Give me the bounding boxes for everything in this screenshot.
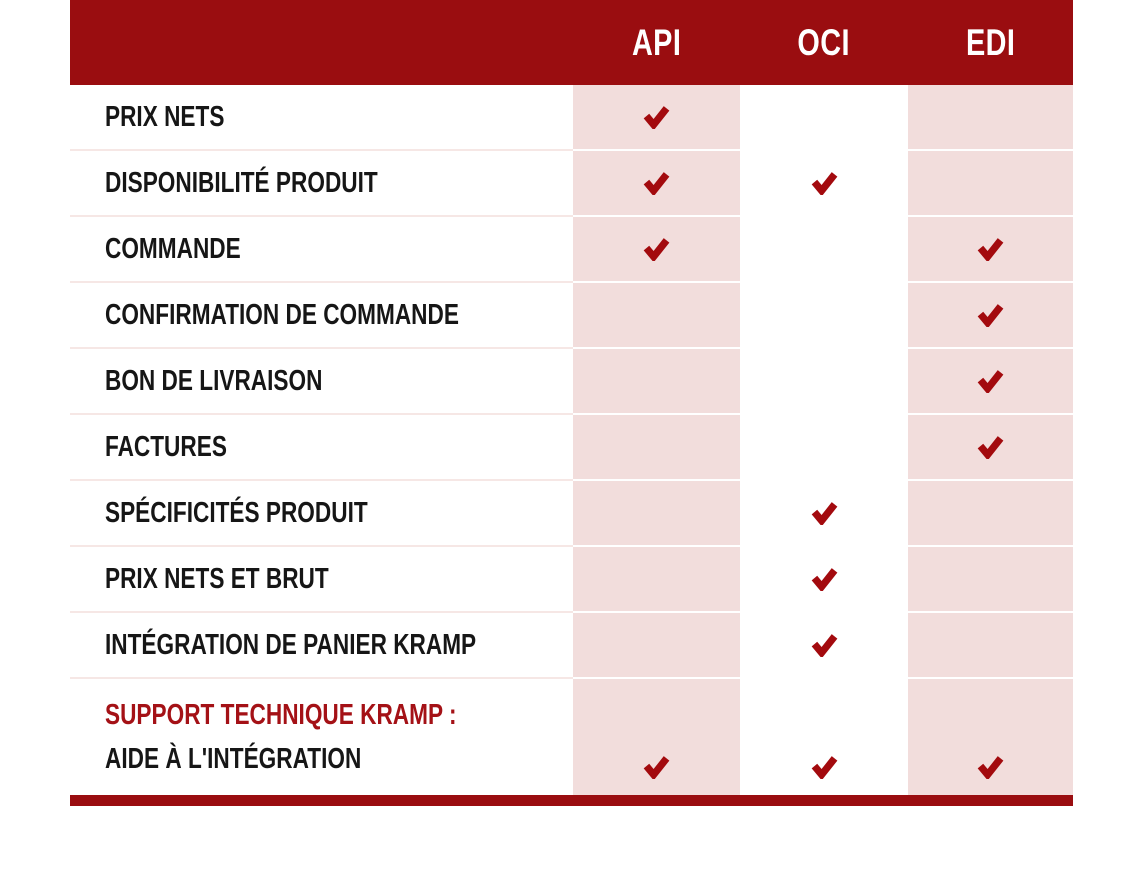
checkmark-icon [811, 633, 837, 657]
table-row: INTÉGRATION DE PANIER KRAMP [70, 613, 1073, 679]
row-label-cell: INTÉGRATION DE PANIER KRAMP [70, 613, 573, 679]
cell-api-checked [573, 85, 740, 151]
row-label-cell: PRIX NETS [70, 85, 573, 151]
cell-oci-checked [740, 151, 908, 217]
checkmark-icon [643, 105, 670, 129]
row-label-cell: COMMANDE [70, 217, 573, 283]
row-label: PRIX NETS ET BRUT [105, 562, 329, 595]
cell-oci-checked [740, 547, 908, 613]
checkmark-icon [977, 237, 1004, 261]
integration-comparison-table: API OCI EDI PRIX NETS DISPONIBILITÉ PROD… [70, 0, 1073, 806]
cell-oci-empty [740, 349, 908, 415]
cell-edi-empty [908, 613, 1073, 679]
cell-api-empty [573, 415, 740, 481]
checkmark-icon [977, 435, 1004, 459]
cell-api-empty [573, 481, 740, 547]
cell-oci-checked [740, 481, 908, 547]
column-header-api: API [573, 0, 740, 85]
table-row: SUPPORT TECHNIQUE KRAMP : AIDE À L'INTÉGR… [70, 679, 1073, 795]
checkmark-icon [977, 369, 1004, 393]
row-label-cell: CONFIRMATION DE COMMANDE [70, 283, 573, 349]
checkmark-icon [811, 501, 837, 525]
checkmark-icon [643, 171, 670, 195]
cell-oci-empty [740, 283, 908, 349]
row-label: COMMANDE [105, 232, 241, 265]
row-label-cell: SUPPORT TECHNIQUE KRAMP : AIDE À L'INTÉGR… [70, 679, 573, 795]
cell-api-empty [573, 349, 740, 415]
table-row: PRIX NETS [70, 85, 1073, 151]
cell-api-empty [573, 613, 740, 679]
cell-api-checked [573, 217, 740, 283]
cell-oci-empty [740, 85, 908, 151]
cell-edi-empty [908, 85, 1073, 151]
column-header-edi: EDI [908, 0, 1073, 85]
checkmark-icon [811, 567, 837, 591]
row-label: INTÉGRATION DE PANIER KRAMP [105, 628, 477, 661]
cell-oci-checked [740, 613, 908, 679]
row-label-accent-line: SUPPORT TECHNIQUE KRAMP : [105, 699, 457, 731]
table-row: SPÉCIFICITÉS PRODUIT [70, 481, 1073, 547]
cell-edi-checked [908, 415, 1073, 481]
table-row: DISPONIBILITÉ PRODUIT [70, 151, 1073, 217]
cell-oci-checked [740, 679, 908, 795]
table-row: PRIX NETS ET BRUT [70, 547, 1073, 613]
cell-oci-empty [740, 217, 908, 283]
row-label-cell: DISPONIBILITÉ PRODUIT [70, 151, 573, 217]
checkmark-icon [643, 756, 670, 779]
row-label: CONFIRMATION DE COMMANDE [105, 298, 459, 331]
checkmark-icon [643, 237, 670, 261]
table-row: FACTURES [70, 415, 1073, 481]
cell-api-checked [573, 679, 740, 795]
cell-edi-empty [908, 547, 1073, 613]
cell-edi-checked [908, 217, 1073, 283]
row-label: PRIX NETS [105, 100, 225, 133]
cell-edi-checked [908, 349, 1073, 415]
checkmark-icon [811, 756, 837, 779]
column-header-api-label: API [631, 21, 682, 63]
cell-api-empty [573, 283, 740, 349]
cell-edi-empty [908, 481, 1073, 547]
table-row: COMMANDE [70, 217, 1073, 283]
row-label: BON DE LIVRAISON [105, 364, 323, 397]
row-label: DISPONIBILITÉ PRODUIT [105, 166, 378, 199]
row-label: FACTURES [105, 430, 227, 463]
column-header-oci: OCI [740, 0, 908, 85]
row-label-cell: PRIX NETS ET BRUT [70, 547, 573, 613]
row-label-cell: BON DE LIVRAISON [70, 349, 573, 415]
cell-edi-checked [908, 283, 1073, 349]
table-header: API OCI EDI [70, 0, 1073, 85]
column-header-oci-label: OCI [797, 21, 851, 63]
cell-oci-empty [740, 415, 908, 481]
table-row: BON DE LIVRAISON [70, 349, 1073, 415]
table-row: CONFIRMATION DE COMMANDE [70, 283, 1073, 349]
cell-edi-checked [908, 679, 1073, 795]
checkmark-icon [977, 756, 1004, 779]
row-label: SPÉCIFICITÉS PRODUIT [105, 496, 368, 529]
table-bottom-border [70, 795, 1073, 806]
cell-edi-empty [908, 151, 1073, 217]
checkmark-icon [977, 303, 1004, 327]
column-header-edi-label: EDI [965, 21, 1016, 63]
row-label-cell: FACTURES [70, 415, 573, 481]
cell-api-empty [573, 547, 740, 613]
cell-api-checked [573, 151, 740, 217]
header-spacer-cell [70, 0, 573, 85]
table-body: PRIX NETS DISPONIBILITÉ PRODUIT COMMANDE… [70, 85, 1073, 795]
checkmark-icon [811, 171, 837, 195]
row-label-cell: SPÉCIFICITÉS PRODUIT [70, 481, 573, 547]
row-label: AIDE À L'INTÉGRATION [105, 743, 362, 775]
